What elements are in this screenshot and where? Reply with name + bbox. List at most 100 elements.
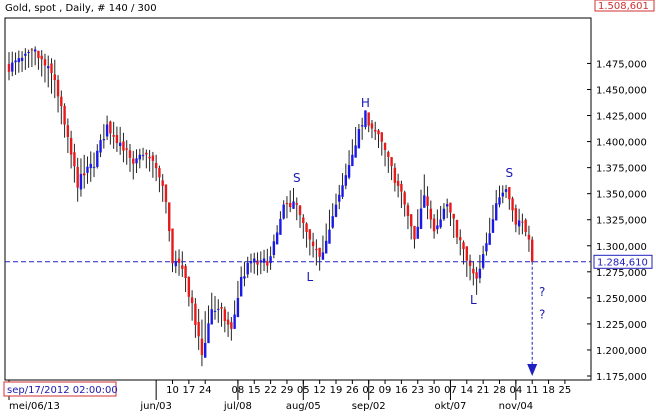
- reference-line-value-box: 1.284,610: [593, 254, 653, 269]
- candle: [357, 123, 361, 149]
- candle: [495, 189, 498, 221]
- candle: [508, 187, 511, 210]
- x-tick-label: 14: [460, 385, 473, 396]
- pattern-annotation: S: [293, 171, 301, 185]
- candle: [475, 266, 478, 295]
- candle: [531, 236, 534, 263]
- y-tick-label: 1.300,000: [596, 242, 647, 253]
- candle: [236, 280, 240, 318]
- candle: [406, 202, 410, 230]
- candle: [125, 140, 128, 165]
- candle: [256, 252, 259, 276]
- candle: [184, 263, 187, 293]
- candle: [292, 187, 295, 209]
- candle: [338, 184, 341, 210]
- candle: [115, 126, 119, 152]
- candle: [181, 251, 184, 277]
- candle: [315, 239, 318, 266]
- candle: [269, 246, 272, 270]
- candle: [432, 214, 436, 239]
- x-tick-label: 19: [330, 385, 343, 396]
- candle: [210, 292, 213, 325]
- candle: [308, 229, 312, 256]
- candle: [517, 208, 521, 235]
- candle: [187, 276, 191, 307]
- candle: [213, 296, 217, 320]
- candle: [354, 127, 357, 158]
- candle: [403, 190, 406, 217]
- candle: [105, 115, 109, 140]
- x-tick-label: 18: [542, 385, 555, 396]
- candle: [96, 144, 99, 169]
- x-tick-label: 21: [477, 385, 490, 396]
- candle: [390, 157, 393, 181]
- candle: [79, 158, 83, 197]
- candle: [47, 55, 50, 88]
- x-tick-label: 24: [199, 385, 212, 396]
- candle: [204, 311, 207, 358]
- candle: [66, 118, 70, 154]
- candle: [11, 51, 14, 77]
- candle: [328, 209, 331, 244]
- candle: [24, 48, 27, 70]
- candle: [86, 156, 89, 184]
- y-tick-label: 1.425,000: [596, 112, 647, 123]
- candle: [154, 154, 158, 182]
- candle: [341, 173, 344, 199]
- candle: [481, 245, 485, 270]
- pattern-annotation: ?: [539, 308, 545, 322]
- candle: [331, 203, 334, 229]
- x-tick-label: 25: [559, 385, 572, 396]
- svg-text:1.284,610: 1.284,610: [597, 257, 648, 268]
- pattern-annotation: L: [306, 270, 313, 284]
- candle: [524, 218, 527, 237]
- candle: [76, 157, 79, 202]
- candle: [449, 202, 452, 226]
- candle: [30, 47, 34, 67]
- x-tick-label: 11: [526, 385, 539, 396]
- candle: [347, 150, 351, 180]
- candle: [275, 225, 279, 245]
- x-tick-label: 26: [346, 385, 359, 396]
- y-tick-label: 1.450,000: [596, 85, 647, 96]
- candle: [243, 261, 246, 287]
- candle: [318, 247, 321, 271]
- candle: [135, 149, 138, 174]
- candle: [259, 251, 262, 275]
- pattern-annotation: ?: [539, 285, 545, 299]
- candle: [367, 112, 370, 133]
- candle: [148, 149, 151, 172]
- candle: [380, 132, 383, 156]
- candle: [302, 214, 305, 239]
- y-tick-label: 1.375,000: [596, 164, 647, 175]
- candle: [158, 165, 161, 193]
- candle: [138, 148, 141, 169]
- candle: [334, 193, 338, 218]
- candle: [145, 149, 148, 169]
- candle: [279, 211, 282, 235]
- candle: [69, 130, 73, 169]
- candle: [164, 184, 168, 214]
- candle: [416, 209, 419, 239]
- x-tick-label: 15: [248, 385, 261, 396]
- candle: [282, 200, 285, 220]
- candle: [285, 196, 289, 219]
- candle: [266, 248, 269, 273]
- x-tick-label: 23: [411, 385, 424, 396]
- candle: [14, 52, 17, 75]
- candle: [56, 75, 60, 113]
- candle: [239, 266, 243, 297]
- candle: [128, 144, 132, 172]
- candle: [253, 252, 256, 274]
- candle: [465, 246, 468, 277]
- candle: [514, 204, 518, 233]
- candle: [289, 190, 292, 213]
- x-tick-label: 09: [379, 385, 392, 396]
- candle: [501, 185, 504, 204]
- candle: [89, 151, 92, 182]
- candle: [410, 214, 413, 240]
- candle: [344, 163, 348, 190]
- candle: [436, 209, 439, 234]
- candle: [226, 311, 230, 337]
